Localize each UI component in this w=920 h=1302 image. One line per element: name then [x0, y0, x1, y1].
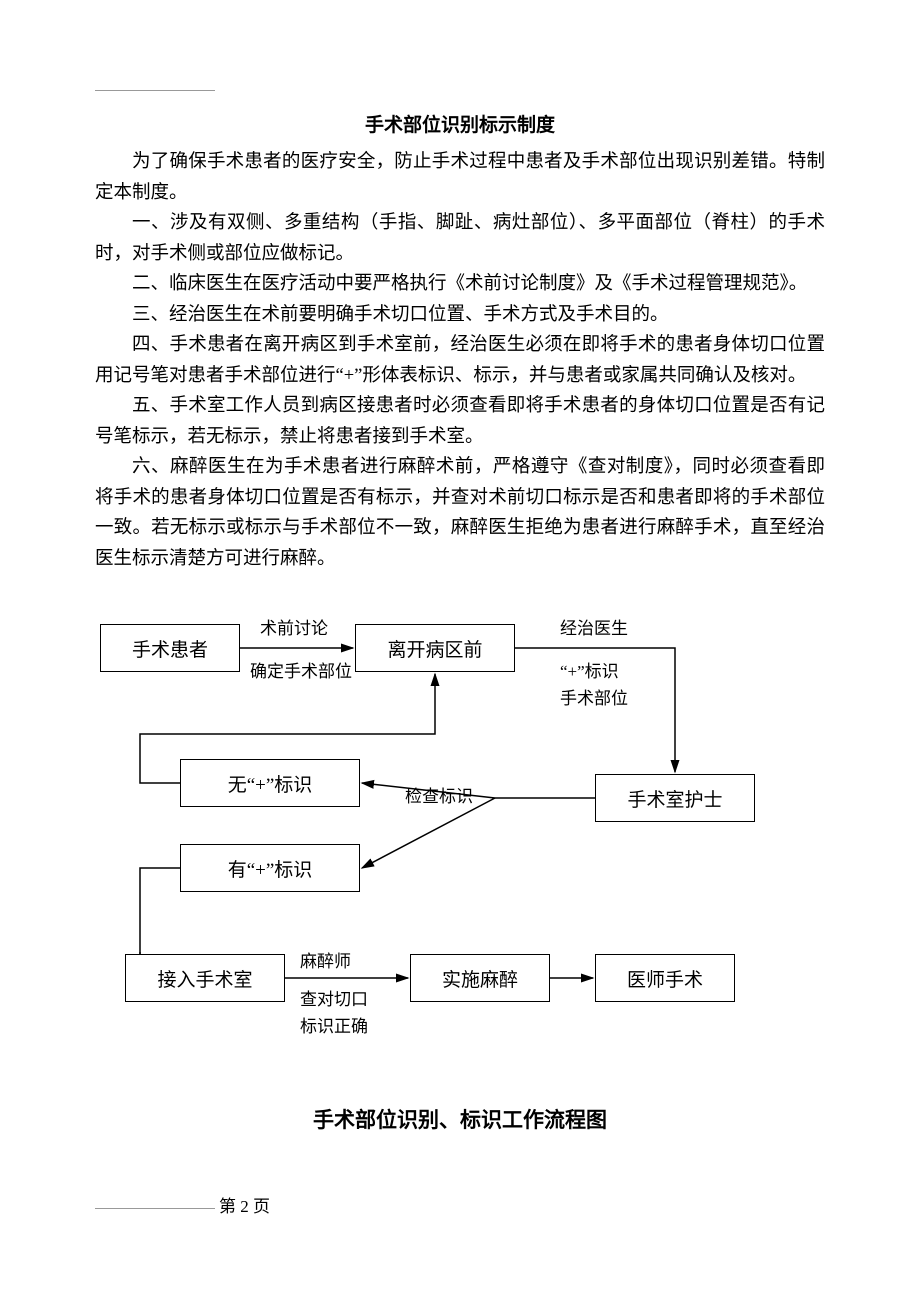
node-or-nurse: 手术室护士 — [595, 774, 755, 822]
node-enter-or: 接入手术室 — [125, 954, 285, 1002]
paragraph-5: 五、手术室工作人员到病区接患者时必须查看即将手术患者的身体切口位置是否有记号笔标… — [95, 391, 825, 452]
node-patient: 手术患者 — [100, 624, 240, 672]
node-has-mark: 有“+”标识 — [180, 844, 360, 892]
edge-label-confirm-site: 确定手术部位 — [250, 659, 352, 685]
flowchart-title: 手术部位识别、标识工作流程图 — [95, 1104, 825, 1134]
node-before-leave: 离开病区前 — [355, 624, 515, 672]
page-footer: 第 2 页 — [95, 1192, 270, 1217]
paragraph-6: 六、麻醉医生在为手术患者进行麻醉术前，严格遵守《查对制度》，同时必须查看即将手术… — [95, 452, 825, 574]
node-no-mark: 无“+”标识 — [180, 759, 360, 807]
paragraph-4: 四、手术患者在离开病区到手术室前，经治医生必须在即将手术的患者身体切口位置用记号… — [95, 330, 825, 391]
edge-label-site: 手术部位 — [560, 686, 628, 712]
paragraph-3: 三、经治医生在术前要明确手术切口位置、手术方式及手术目的。 — [95, 300, 825, 331]
paragraph-2: 二、临床医生在医疗活动中要严格执行《术前讨论制度》及《手术过程管理规范》。 — [95, 269, 825, 300]
edge-label-plus-mark: “+”标识 — [560, 659, 619, 685]
page-number: 第 2 页 — [219, 1197, 270, 1216]
footer-rule — [95, 1208, 215, 1209]
edge-label-anesthetist: 麻醉师 — [300, 949, 351, 975]
paragraph-1: 一、涉及有双侧、多重结构（手指、脚趾、病灶部位）、多平面部位（脊柱）的手术时，对… — [95, 208, 825, 269]
document-title: 手术部位识别标示制度 — [95, 110, 825, 137]
edge-label-attending: 经治医生 — [560, 616, 628, 642]
paragraph-intro: 为了确保手术患者的医疗安全，防止手术过程中患者及手术部位出现识别差错。特制定本制… — [95, 147, 825, 208]
flowchart: 手术患者 离开病区前 手术室护士 无“+”标识 有“+”标识 接入手术室 实施麻… — [95, 604, 825, 1064]
page-content: 手术部位识别标示制度 为了确保手术患者的医疗安全，防止手术过程中患者及手术部位出… — [0, 0, 920, 1134]
node-anesthesia: 实施麻醉 — [410, 954, 550, 1002]
edge-label-mark-correct: 标识正确 — [300, 1014, 368, 1040]
edge-label-preop-discuss: 术前讨论 — [260, 616, 328, 642]
edge-label-check-mark: 检查标识 — [405, 784, 473, 810]
header-rule — [95, 90, 215, 91]
node-surgery: 医师手术 — [595, 954, 735, 1002]
edge-label-verify-incision: 查对切口 — [300, 987, 368, 1013]
